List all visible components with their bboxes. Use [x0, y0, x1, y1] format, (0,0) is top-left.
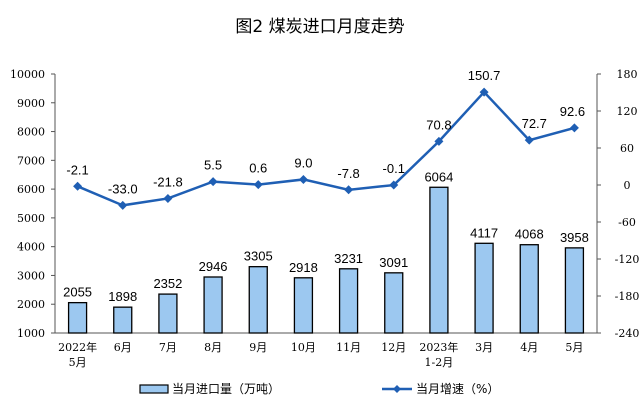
line-point — [118, 200, 128, 210]
left-tick-label: 1000 — [17, 327, 45, 340]
left-tick-label: 4000 — [17, 241, 45, 254]
line-value-label: -2.1 — [66, 162, 88, 177]
line-value-label: 72.7 — [522, 116, 547, 131]
bar — [67, 301, 88, 334]
bar — [384, 272, 404, 334]
line-point — [524, 135, 534, 145]
line-point — [73, 181, 83, 191]
left-tick-label: 2000 — [17, 298, 45, 311]
bar — [519, 244, 539, 334]
bar — [338, 268, 359, 334]
line-value-label: -21.8 — [153, 174, 183, 189]
left-tick-label: 5000 — [17, 212, 45, 225]
line-point — [389, 180, 399, 190]
x-tick-label: 7月 — [159, 341, 177, 354]
bar-value-label: 3958 — [560, 230, 589, 245]
legend-bar-label: 当月进口量（万吨） — [172, 382, 280, 396]
x-tick-label: 4月 — [520, 341, 538, 354]
x-tick-label: 12月 — [381, 341, 406, 354]
left-tick-label: 8000 — [17, 126, 45, 139]
left-tick-label: 10000 — [10, 68, 45, 81]
line-value-label: -0.1 — [383, 161, 405, 176]
left-tick-label: 9000 — [17, 97, 45, 110]
bar-value-label: 4117 — [470, 225, 498, 240]
line-point — [434, 136, 444, 146]
left-tick-label: 3000 — [17, 269, 45, 282]
x-tick-label: 2023年 — [419, 340, 458, 354]
bar-value-label: 3091 — [379, 255, 408, 270]
x-tick-label: 5月 — [69, 356, 87, 369]
bar-value-label: 6064 — [424, 169, 453, 184]
bar — [429, 186, 449, 334]
line-value-label: 150.7 — [468, 68, 501, 83]
line-value-label: -7.8 — [337, 166, 359, 181]
line-point — [208, 177, 218, 187]
x-tick-label: 11月 — [336, 341, 361, 354]
bar-value-label: 2918 — [289, 260, 318, 275]
bar-value-label: 3231 — [334, 251, 363, 266]
right-tick-label: 0 — [624, 179, 631, 192]
right-tick-label: -180 — [615, 290, 640, 303]
line-point — [298, 174, 308, 184]
line-value-label: 70.8 — [426, 117, 451, 132]
right-tick-label: 180 — [617, 68, 638, 81]
x-tick-label: 6月 — [114, 341, 132, 354]
bar-value-label: 1898 — [108, 289, 137, 304]
legend-line-label: 当月增速（%） — [416, 382, 499, 396]
bar — [158, 293, 178, 334]
x-tick-label: 3月 — [475, 341, 493, 354]
bar — [248, 266, 268, 334]
left-tick-label: 6000 — [17, 183, 45, 196]
right-tick-label: -60 — [618, 216, 636, 229]
x-tick-label: 10月 — [291, 341, 316, 354]
legend-bar-swatch — [139, 384, 169, 394]
line-value-label: 92.6 — [560, 104, 585, 119]
right-tick-label: -120 — [615, 253, 640, 266]
line-point — [569, 123, 579, 133]
bar-value-label: 4068 — [515, 227, 544, 242]
bar — [564, 247, 585, 334]
line-point — [479, 87, 489, 97]
line-value-label: 9.0 — [294, 155, 312, 170]
bar-value-label: 3305 — [244, 249, 273, 264]
chart-title: 图2 煤炭进口月度走势 — [235, 17, 404, 37]
bar — [293, 277, 314, 334]
line-point — [344, 185, 354, 195]
left-tick-label: 7000 — [17, 154, 45, 167]
right-tick-label: 60 — [620, 142, 634, 155]
bar-value-label: 2946 — [199, 259, 228, 274]
legend: 当月进口量（万吨） 当月增速（%） — [139, 382, 499, 396]
bar — [474, 242, 494, 334]
line-point — [253, 180, 263, 190]
bar — [203, 276, 223, 334]
bar-value-label: 2352 — [153, 276, 182, 291]
bar-value-label: 2055 — [63, 285, 92, 300]
x-tick-label: 9月 — [249, 341, 267, 354]
bar — [113, 306, 133, 334]
right-tick-label: 120 — [617, 105, 638, 118]
growth-line — [77, 90, 575, 207]
line-point — [163, 193, 173, 203]
x-tick-label: 5月 — [565, 341, 583, 354]
line-value-label: -33.0 — [108, 181, 138, 196]
x-tick-label: 8月 — [204, 341, 222, 354]
x-tick-label: 2022年 — [58, 340, 97, 354]
line-value-label: 5.5 — [204, 158, 222, 173]
right-tick-label: -240 — [615, 327, 640, 340]
line-value-label: 0.6 — [249, 161, 267, 176]
legend-diamond-icon — [393, 385, 401, 393]
x-tick-label: 1-2月 — [425, 356, 454, 369]
